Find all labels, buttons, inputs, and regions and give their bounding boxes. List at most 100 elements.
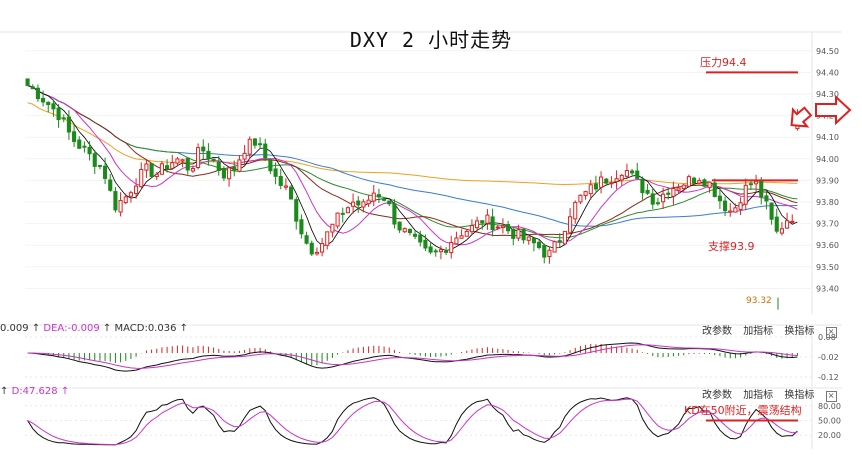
macd-up-arrow-icon: ↑ [31, 323, 41, 334]
candle-body [103, 165, 108, 179]
candle-body [573, 201, 578, 220]
candle-body [325, 231, 330, 246]
ma5-line [27, 85, 798, 251]
candle-body [521, 228, 526, 241]
candle-body [123, 196, 128, 204]
candle-body [614, 178, 619, 183]
candle-body [738, 202, 743, 210]
kd-label: ↑ D:47.628 ↑ [0, 386, 69, 397]
candle-body [61, 117, 66, 120]
ma30-line [27, 85, 798, 239]
macd-add-indicator-button[interactable]: 加指标 [743, 326, 774, 337]
candle-body [433, 250, 438, 253]
candle-body [361, 201, 366, 208]
kd-d-line [27, 398, 798, 446]
candle-body [330, 223, 335, 233]
candle-body [542, 245, 547, 258]
candle-body [413, 233, 418, 237]
candle-body [475, 220, 480, 229]
candle-body [759, 179, 764, 198]
macd-close-icon[interactable]: × [825, 327, 837, 338]
candle-body [371, 192, 376, 202]
candle-body [392, 203, 397, 225]
candle-body [201, 146, 206, 152]
candle-body [583, 191, 588, 196]
kd-d-value: D:47.628 [11, 386, 58, 397]
macd-up-arrow-icon: ↑ [102, 323, 112, 334]
candle-body [428, 246, 433, 253]
y-tick-label: 94.10 [816, 133, 839, 142]
candle-body [454, 237, 459, 245]
candle-body [252, 138, 257, 146]
candle-body [469, 225, 474, 233]
candle-body [754, 180, 759, 185]
candle-body [640, 178, 645, 194]
kd-tick-label: 20.00 [818, 431, 841, 440]
macd-up-arrow-icon: ↑ [179, 323, 189, 334]
kd-params-button[interactable]: 改参数 [702, 390, 732, 401]
candle-body [41, 97, 46, 103]
candle-body [506, 224, 511, 232]
candle-body [769, 202, 774, 220]
candle-body [340, 212, 345, 215]
candle-body [604, 178, 609, 184]
candle-body [196, 147, 201, 169]
candle-body [733, 207, 738, 213]
candle-body [232, 166, 237, 171]
candle-body [686, 176, 691, 187]
candle-body [723, 200, 728, 212]
kd-close-icon[interactable]: × [825, 391, 837, 402]
y-tick-label: 93.60 [816, 241, 839, 250]
candle-body [278, 176, 283, 186]
candle-body [645, 190, 650, 194]
candle-body [702, 179, 707, 187]
candle-body [562, 230, 567, 245]
candle-body [108, 179, 113, 191]
candle-body [568, 216, 573, 233]
kd-switch-indicator-button[interactable]: 换指标 [784, 390, 815, 401]
macd-params-button[interactable]: 改参数 [702, 326, 732, 337]
kd-add-indicator-button[interactable]: 加指标 [743, 390, 774, 401]
candle-body [242, 152, 247, 160]
candle-body [128, 192, 133, 197]
candle-body [516, 229, 521, 239]
candle-body [712, 182, 717, 198]
low-price-marker: 93.32 [746, 296, 772, 306]
candle-body [681, 184, 686, 190]
candle-body [320, 243, 325, 253]
macd-switch-indicator-button[interactable]: 换指标 [784, 326, 815, 337]
candle-body [624, 170, 629, 177]
macd-dea-value: DEA:-0.009 [43, 323, 100, 334]
candle-body [599, 176, 604, 188]
y-tick-label: 94.00 [816, 155, 839, 164]
candle-body [154, 173, 159, 177]
candle-body [418, 234, 423, 243]
candle-body [552, 241, 557, 253]
ma10-line [27, 85, 798, 246]
candle-body [790, 220, 795, 223]
ma20-line [27, 85, 798, 237]
candle-body [464, 230, 469, 237]
candle-body [345, 207, 350, 214]
kd-toolbar: 改参数 加指标 换指标 × [694, 386, 837, 402]
chart-title: DXY 2 小时走势 [349, 28, 513, 52]
ma60-line [27, 85, 798, 227]
candle-body [366, 199, 371, 205]
candle-body [397, 221, 402, 231]
candle-body [247, 138, 252, 155]
candle-body [593, 183, 598, 190]
candle-body [118, 200, 123, 213]
y-tick-label: 93.80 [816, 198, 839, 207]
candle-body [113, 191, 118, 211]
candle-body [774, 216, 779, 232]
candle-body [263, 143, 268, 159]
candle-body [376, 194, 381, 198]
candle-body [289, 186, 294, 200]
candle-body [717, 195, 722, 202]
candle-body [630, 170, 635, 174]
candle-body [82, 145, 87, 148]
candle-body [185, 157, 190, 171]
y-tick-label: 94.30 [816, 90, 839, 99]
macd-macd-value: MACD:0.036 [114, 323, 177, 334]
candle-body [728, 210, 733, 213]
